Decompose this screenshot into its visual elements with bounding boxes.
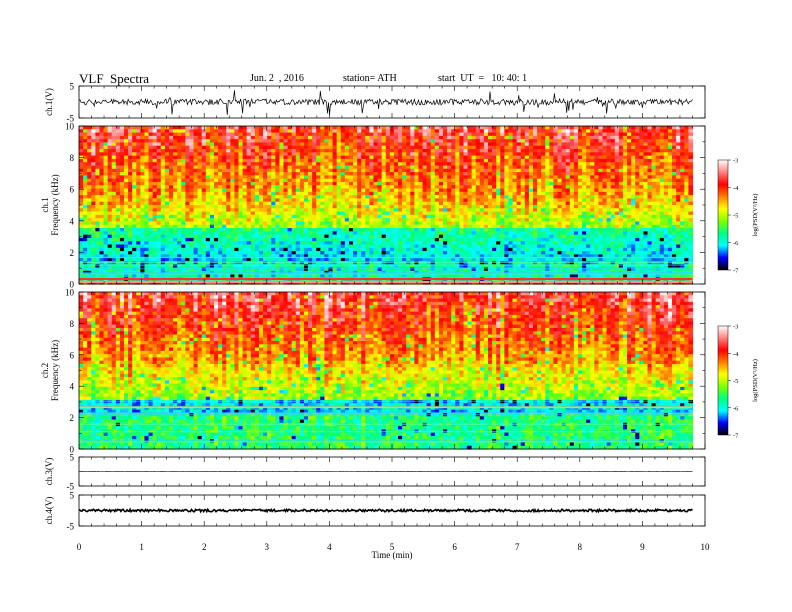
ytick-ch1-spec-0: 0 [70,280,75,290]
ytick-ch2-spec-0: 0 [70,445,75,455]
colorbar-tick-ch1-5: -5 [733,213,738,220]
ytick-ch1-spec-4: 4 [70,216,75,226]
xtick-6: 6 [452,542,457,552]
ytick-ch2-spec-10: 10 [65,288,75,298]
xtick-2: 2 [202,542,207,552]
plot-title: VLF Spectra [79,71,150,86]
ytick-ch4-wave-5: 5 [70,491,75,501]
colorbar-tick-ch1-4: -4 [733,185,739,192]
ylabel-channel-ch1-spec: ch.1 [40,197,50,212]
ytick-ch1-spec-6: 6 [70,185,75,195]
xlabel: Time (min) [372,550,413,560]
xtick-5: 5 [390,542,395,552]
ytick-ch4-wave-5: -5 [67,522,75,532]
ytick-ch3-wave-5: -5 [67,482,75,492]
colorbar-tick-ch1-3: -3 [733,158,738,165]
ytick-ch2-spec-6: 6 [70,350,75,360]
station-label: station= ATH [343,73,397,84]
ylabel-ch3-wave: ch.3(V) [44,458,54,486]
ytick-ch1-wave-5: -5 [67,114,75,124]
colorbar-tick-ch2-3: -3 [733,324,738,331]
colorbar-ch1 [717,159,729,271]
spectrogram-ch1 [79,126,694,285]
colorbar-tick-ch2-6: -6 [733,405,739,412]
spectrogram-ch2 [79,292,694,450]
ytick-ch1-spec-10: 10 [65,122,75,132]
colorbar-tick-ch1-6: -6 [733,240,739,247]
colorbar-tick-ch2-7: -7 [733,433,739,440]
ylabel-ch2-spec: Frequency (kHz) [50,340,60,401]
colorbar-label-ch2: log(PSD(V²/Hz) [752,359,759,402]
ylabel-channel-ch2-spec: ch.2 [40,363,50,378]
xtick-4: 4 [327,542,332,552]
colorbar-ch2 [717,325,729,436]
waveform-ch1 [78,90,693,115]
xtick-7: 7 [515,542,520,552]
xtick-1: 1 [139,542,144,552]
ytick-ch1-spec-8: 8 [70,153,75,163]
ylabel-ch1-spec: Frequency (kHz) [50,174,60,235]
xtick-0: 0 [77,542,82,552]
xtick-8: 8 [578,542,583,552]
start-time-label: start UT = 10: 40: 1 [438,73,528,84]
xtick-10: 10 [701,542,711,552]
date-label: Jun. 2 , 2016 [250,73,304,84]
colorbar-tick-ch2-4: -4 [733,351,739,358]
ylabel-ch4-wave: ch.4(V) [44,497,54,525]
waveform-ch4 [78,507,693,514]
ytick-ch2-spec-4: 4 [70,382,75,392]
colorbar-tick-ch2-5: -5 [733,378,738,385]
ytick-ch1-wave-5: 5 [70,82,75,92]
colorbar-tick-ch1-7: -7 [733,268,739,275]
colorbar-label-ch1: log(PSD(V²/Hz) [752,194,759,237]
ytick-ch2-spec-8: 8 [70,319,75,329]
ytick-ch2-spec-2: 2 [70,413,75,423]
ytick-ch1-spec-2: 2 [70,248,75,258]
ylabel-ch1-wave: ch.1(V) [44,88,54,116]
xtick-3: 3 [265,542,270,552]
ytick-ch3-wave-5: 5 [70,453,75,463]
xtick-9: 9 [640,542,645,552]
